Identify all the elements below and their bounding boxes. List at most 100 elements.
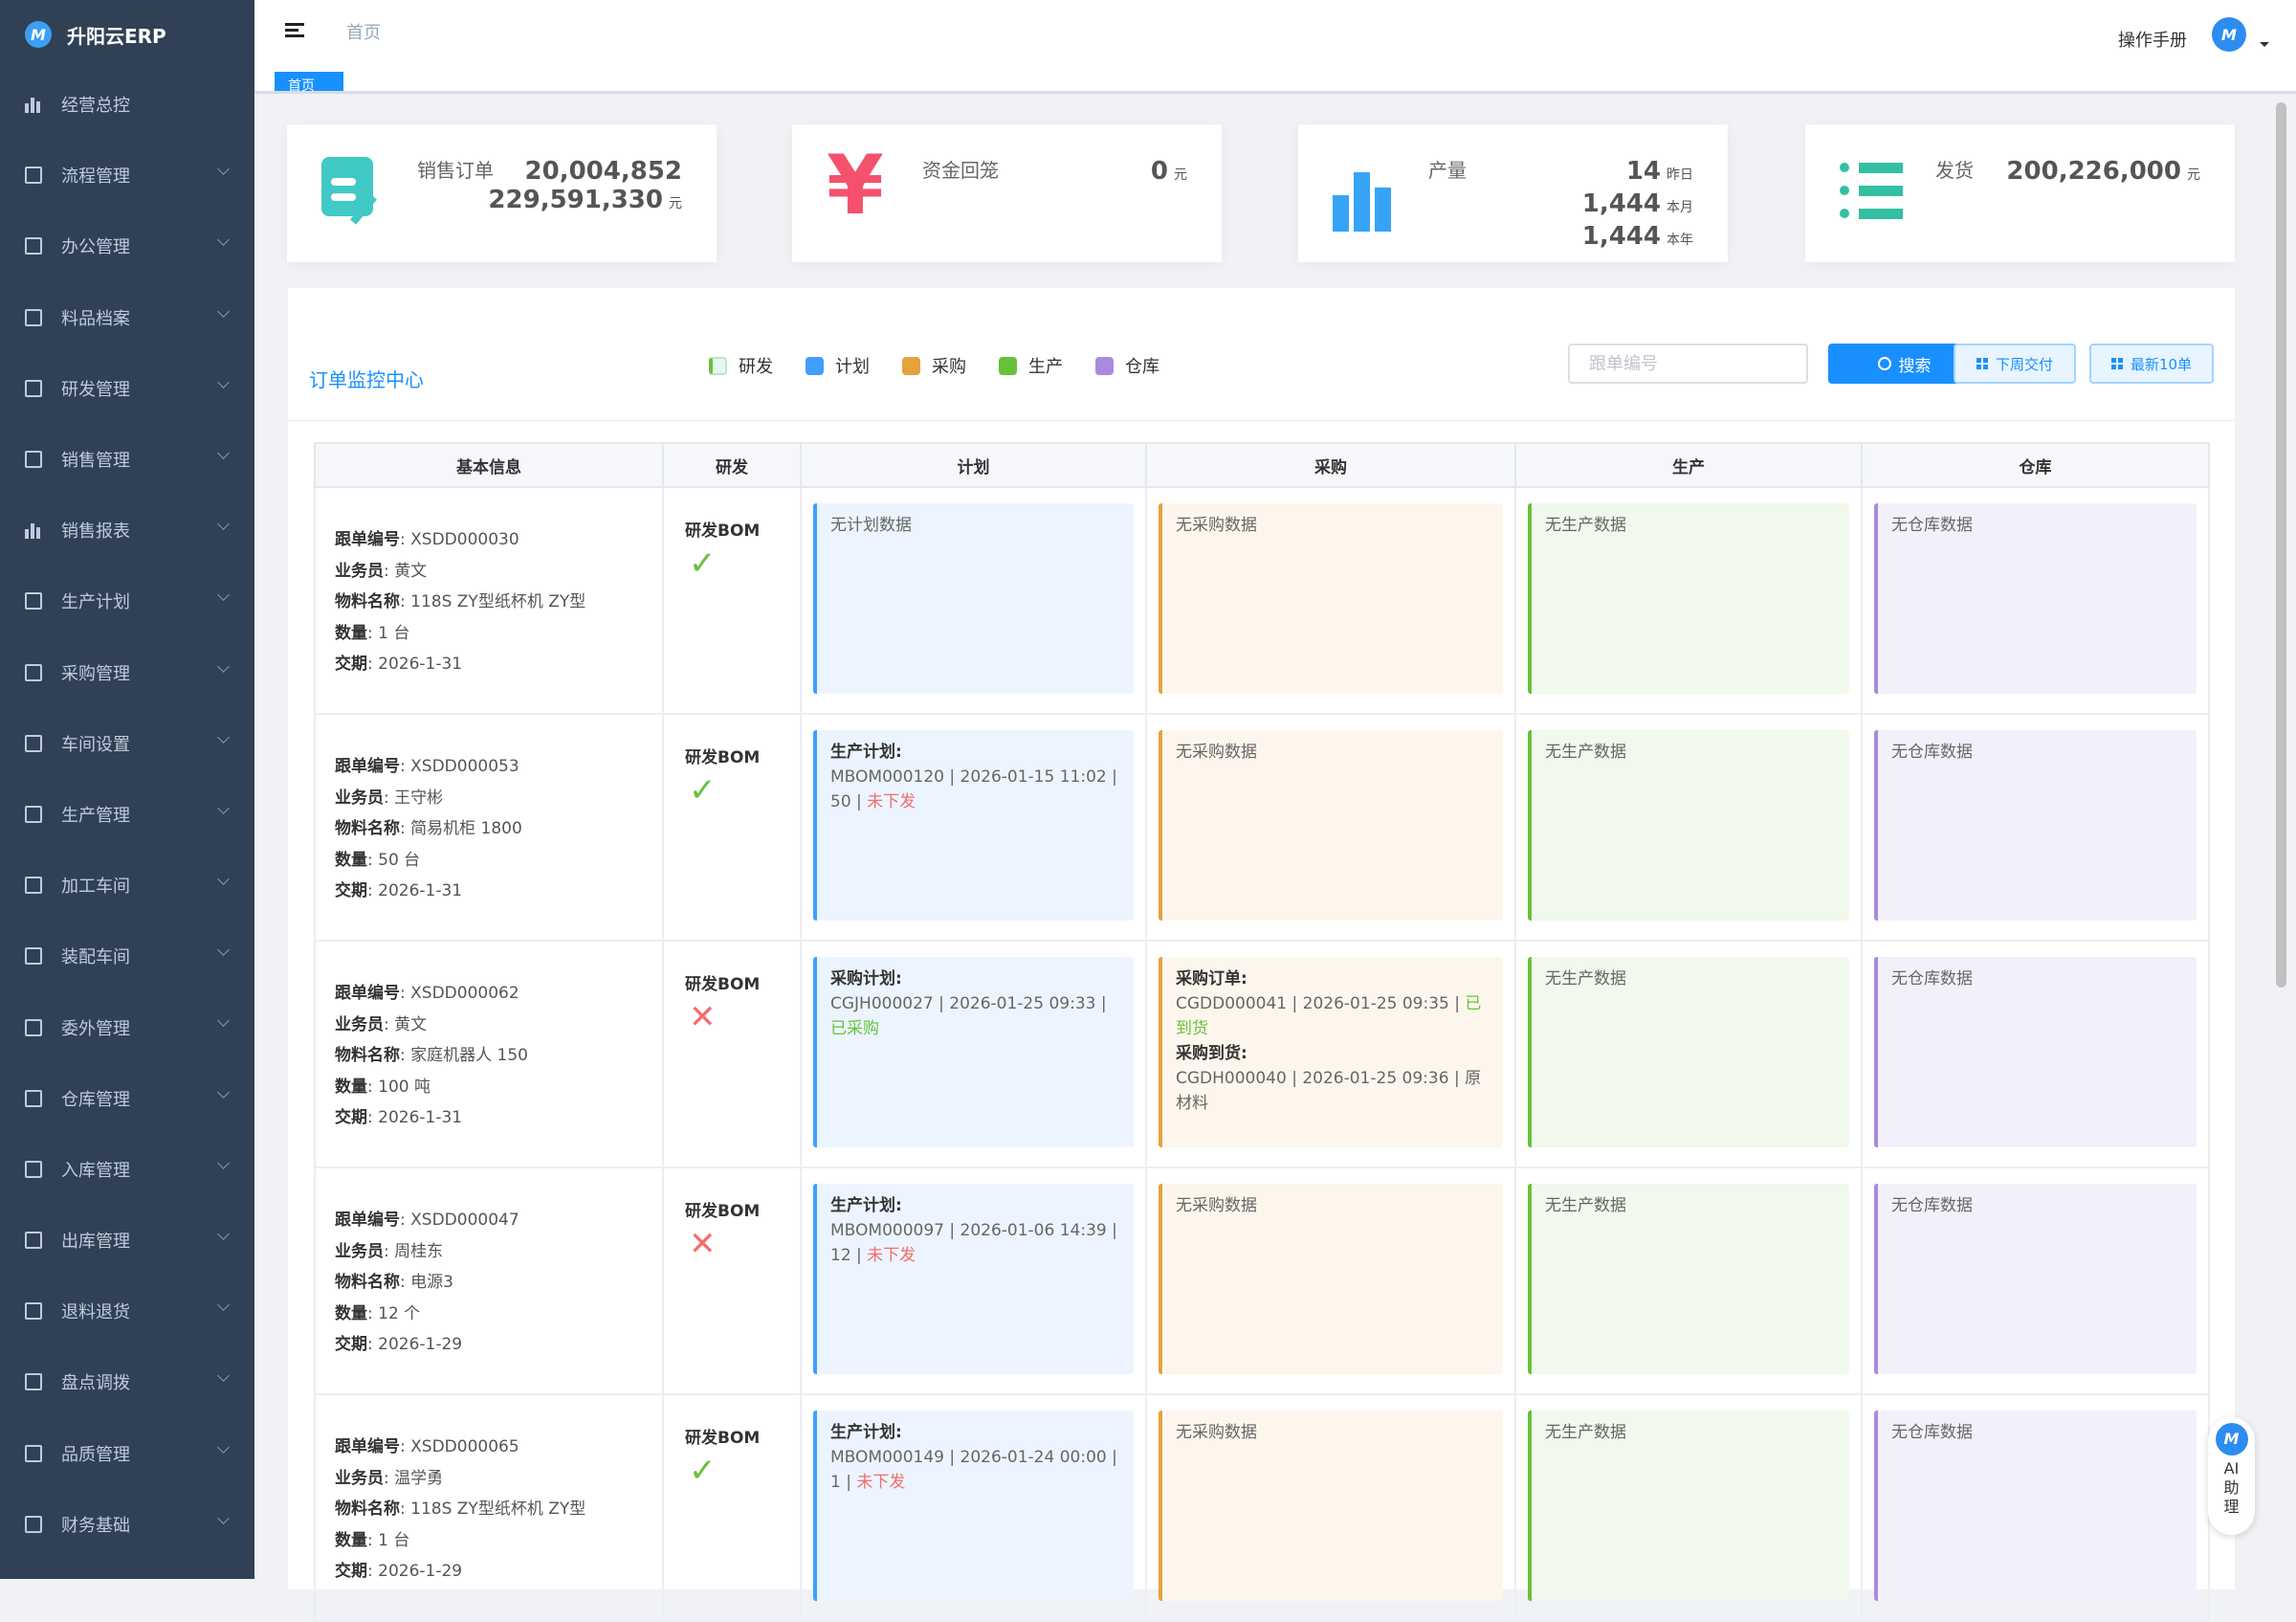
rd-icon [25, 379, 42, 397]
sidebar-item-8[interactable]: 采购管理 [0, 637, 254, 708]
avatar[interactable]: M [2212, 17, 2246, 52]
field-value: 118S ZY型纸杯机 ZY型 [410, 592, 586, 611]
ai-assistant-button[interactable]: M AI助理 [2208, 1417, 2255, 1535]
sidebar-item-16[interactable]: 出库管理 [0, 1205, 254, 1276]
sidebar-item-label: 销售管理 [61, 451, 130, 472]
plan-box[interactable]: 生产计划: MBOM000097 | 2026-01-06 14:39 | 12 … [813, 1184, 1134, 1374]
menu-toggle-icon[interactable] [285, 23, 304, 37]
manual-link[interactable]: 操作手册 [2118, 31, 2187, 51]
sidebar-item-11[interactable]: 加工车间 [0, 850, 254, 921]
plan-box[interactable]: 采购计划: CGJH000027 | 2026-01-25 09:33 | 已采购 [813, 957, 1134, 1147]
rd-bom-label[interactable]: 研发BOM [685, 522, 761, 541]
legend-label: 计划 [835, 357, 870, 377]
sidebar-item-18[interactable]: 盘点调拨 [0, 1346, 254, 1417]
rd-bom-label[interactable]: 研发BOM [685, 1429, 761, 1448]
scrollbar[interactable] [2274, 100, 2288, 1579]
chevron-down-icon [217, 375, 230, 389]
tag-home[interactable]: 首页 [275, 72, 343, 91]
sidebar-item-19[interactable]: 品质管理 [0, 1418, 254, 1489]
purchase-box[interactable]: 无采购数据 [1159, 730, 1503, 921]
stat-card-1[interactable]: ¥ 资金回笼 0 元 [792, 124, 1222, 262]
info-sales: 业务员: 周桂东 [335, 1241, 444, 1261]
field-label: 跟单编号 [335, 530, 400, 549]
warehouse-box[interactable]: 无仓库数据 [1874, 1411, 2197, 1601]
field-value: XSDD000047 [410, 1211, 519, 1230]
plan-box[interactable]: 生产计划: MBOM000120 | 2026-01-15 11:02 | 50 … [813, 730, 1134, 921]
plan-box[interactable]: 无计划数据 [813, 503, 1134, 694]
plan-box[interactable]: 生产计划: MBOM000149 | 2026-01-24 00:00 | 1 |… [813, 1411, 1134, 1601]
empty-text: 无计划数据 [830, 516, 912, 535]
rd-bom-label[interactable]: 研发BOM [685, 975, 761, 994]
sidebar-item-3[interactable]: 料品档案 [0, 282, 254, 353]
sidebar-item-14[interactable]: 仓库管理 [0, 1063, 254, 1134]
grid-icon [2110, 358, 2123, 369]
info-sales: 业务员: 黄文 [335, 561, 428, 581]
sidebar-item-6[interactable]: 销售报表 [0, 495, 254, 566]
stat-card-3[interactable]: 发货 200,226,000 元 [1805, 124, 2235, 262]
empty-text: 无仓库数据 [1891, 1196, 1973, 1215]
sidebar-item-9[interactable]: 车间设置 [0, 708, 254, 779]
sidebar-item-17[interactable]: 退料退货 [0, 1276, 254, 1346]
latest-10-button[interactable]: 最新10单 [2089, 344, 2214, 384]
field-label: 交期 [335, 881, 367, 900]
sidebar-item-15[interactable]: 入库管理 [0, 1134, 254, 1205]
warehouse-box[interactable]: 无仓库数据 [1874, 957, 2197, 1147]
field-label: 数量 [335, 623, 367, 643]
doc-icon [25, 1018, 42, 1036]
sidebar-item-12[interactable]: 装配车间 [0, 921, 254, 991]
legend-swatch [999, 357, 1017, 375]
warehouse-box[interactable]: 无仓库数据 [1874, 1184, 2197, 1374]
sidebar-item-label: 仓库管理 [61, 1089, 130, 1110]
legend-item-2: 采购 [902, 353, 966, 378]
info-qty: 数量: 12 个 [335, 1303, 421, 1323]
production-box[interactable]: 无生产数据 [1528, 730, 1849, 921]
sidebar-item-13[interactable]: 委外管理 [0, 991, 254, 1062]
empty-text: 无采购数据 [1176, 1196, 1257, 1215]
app-logo[interactable]: M 升阳云ERP [0, 0, 254, 69]
warehouse-box[interactable]: 无仓库数据 [1874, 730, 2197, 921]
stat-value: 1,444 [1581, 222, 1661, 251]
sidebar: M 升阳云ERP 经营总控 流程管理 办公管理 料品档案 研发管理销售管理销售报表 生产计划… [0, 0, 254, 1579]
search-icon [1877, 357, 1891, 370]
production-box[interactable]: 无生产数据 [1528, 957, 1849, 1147]
breadcrumb[interactable]: 首页 [346, 23, 381, 43]
production-cell: 无生产数据 [1514, 1393, 1863, 1622]
caret-down-icon[interactable] [2260, 42, 2269, 52]
sidebar-item-20[interactable]: 财务基础 [0, 1489, 254, 1560]
stat-label: 资金回笼 [922, 159, 999, 182]
purchase-box[interactable]: 无采购数据 [1159, 1184, 1503, 1374]
production-box[interactable]: 无生产数据 [1528, 503, 1849, 694]
field-label: 交期 [335, 1108, 367, 1127]
stat-card-0[interactable]: 销售订单 20,004,852 229,591,330 元 [287, 124, 717, 262]
info-no: 跟单编号: XSDD000030 [335, 530, 519, 549]
scrollbar-thumb[interactable] [2276, 102, 2286, 988]
empty-text: 无仓库数据 [1891, 1423, 1973, 1442]
sidebar-item-4[interactable]: 研发管理 [0, 353, 254, 424]
field-label: 跟单编号 [335, 1211, 400, 1230]
info-due: 交期: 2026-1-31 [335, 655, 463, 674]
purchase-box[interactable]: 采购订单: CGDD000041 | 2026-01-25 09:35 | 已到货… [1159, 957, 1503, 1147]
field-label: 物料名称 [335, 1046, 400, 1065]
production-box[interactable]: 无生产数据 [1528, 1411, 1849, 1601]
gear-icon [25, 1515, 42, 1533]
rd-cell: 研发BOM ✕ [662, 940, 802, 1168]
warehouse-box[interactable]: 无仓库数据 [1874, 503, 2197, 694]
sidebar-item-5[interactable]: 销售管理 [0, 424, 254, 495]
production-box[interactable]: 无生产数据 [1528, 1184, 1849, 1374]
purchase-box[interactable]: 无采购数据 [1159, 503, 1503, 694]
sidebar-item-0[interactable]: 经营总控 [0, 69, 254, 140]
sidebar-item-10[interactable]: 生产管理 [0, 779, 254, 850]
sidebar-item-2[interactable]: 办公管理 [0, 211, 254, 281]
purchase-box[interactable]: 无采购数据 [1159, 1411, 1503, 1601]
rd-bom-label[interactable]: 研发BOM [685, 1202, 761, 1221]
sidebar-item-1[interactable]: 流程管理 [0, 140, 254, 211]
legend-label: 仓库 [1125, 357, 1159, 377]
empty-text: 无生产数据 [1545, 743, 1626, 762]
production-cell: 无生产数据 [1514, 486, 1863, 715]
tracking-number-input[interactable] [1568, 344, 1808, 384]
rd-bom-label[interactable]: 研发BOM [685, 748, 761, 767]
next-week-delivery-button[interactable]: 下周交付 [1954, 344, 2076, 384]
rd-cell: 研发BOM ✓ [662, 1393, 802, 1622]
stat-card-2[interactable]: 产量 14 昨日 1,444 本月 1,444 本年 [1298, 124, 1728, 262]
sidebar-item-7[interactable]: 生产计划 [0, 566, 254, 636]
